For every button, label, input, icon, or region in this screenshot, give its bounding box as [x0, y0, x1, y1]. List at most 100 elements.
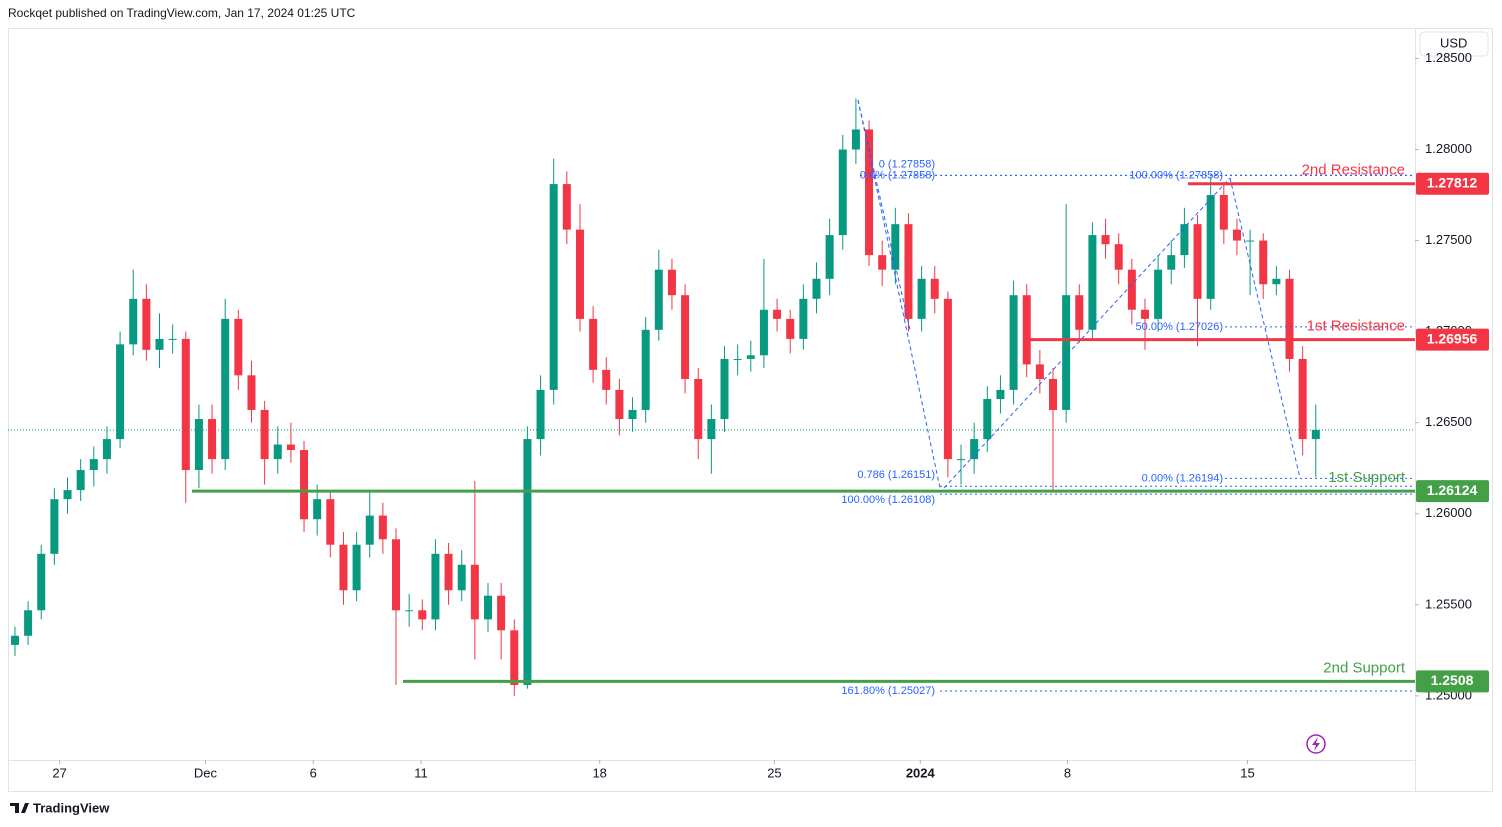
candle-body	[1154, 269, 1163, 319]
logo	[10, 803, 29, 813]
candle-body	[50, 499, 59, 554]
candle-body	[431, 553, 440, 620]
candle-body	[1232, 229, 1241, 241]
candle-body	[129, 298, 138, 345]
footer: TradingView	[33, 800, 110, 815]
currency-box[interactable]	[1419, 31, 1489, 57]
fib-swing	[943, 177, 1231, 489]
candle-body	[759, 309, 768, 356]
candle-body	[1088, 235, 1097, 330]
y-tick-label: 1.27500	[1425, 232, 1472, 247]
candle-body	[392, 539, 401, 611]
candle-body	[208, 419, 217, 460]
candle-body	[562, 184, 571, 230]
candle-body	[773, 309, 782, 319]
candle-body	[602, 369, 611, 390]
candle-body	[1101, 235, 1110, 245]
candle-body	[326, 499, 335, 545]
fib-label: 0.0% (1.27858)	[860, 169, 935, 181]
candle-body	[1193, 224, 1202, 299]
candle-body	[510, 630, 519, 685]
candle-body	[1272, 278, 1281, 285]
candle-body	[786, 318, 795, 339]
candle-body	[168, 338, 177, 340]
frame	[8, 28, 1493, 792]
candle-body	[904, 224, 913, 319]
candle-body	[1285, 278, 1294, 359]
level-name: 1st Support	[1328, 469, 1406, 486]
fib-label: 100.00% (1.27858)	[1129, 169, 1223, 181]
candle-body	[155, 338, 164, 350]
candle-body	[865, 129, 874, 256]
level-price: 1.26124	[1427, 482, 1478, 498]
candle-body	[457, 564, 466, 591]
candle-body	[1009, 295, 1018, 390]
x-tick-label: 27	[52, 765, 66, 780]
candle-body	[63, 490, 72, 500]
candle-body	[523, 439, 532, 685]
candle-body	[365, 515, 374, 545]
level-price: 1.26956	[1427, 330, 1478, 346]
candle-body	[838, 149, 847, 236]
x-tick-label: 6	[310, 765, 317, 780]
x-tick-label: 18	[592, 765, 606, 780]
candle-body	[221, 318, 230, 460]
candle-body	[1049, 378, 1058, 410]
candle-body	[1075, 295, 1084, 330]
candle-body	[89, 459, 98, 471]
candle-body	[470, 564, 479, 620]
candle-body	[536, 389, 545, 440]
candle-body	[1259, 240, 1268, 285]
x-tick-label: 25	[767, 765, 781, 780]
candle-body	[378, 515, 387, 540]
level-price-box	[1416, 328, 1489, 351]
y-tick-label: 1.26000	[1425, 505, 1472, 520]
x-tick-label: Dec	[194, 765, 218, 780]
level-price: 1.2508	[1431, 672, 1474, 688]
candle-body	[405, 610, 414, 612]
candle-body	[943, 298, 952, 460]
candle-body	[641, 329, 650, 410]
candle-body	[812, 278, 821, 299]
candle-body	[37, 553, 46, 611]
candle-body	[1167, 255, 1176, 270]
candle-body	[1022, 295, 1031, 365]
candle-body	[615, 389, 624, 420]
candle-body	[1246, 240, 1255, 242]
level-name: 2nd Support	[1323, 659, 1406, 676]
candle-body	[1311, 429, 1320, 440]
candle-body	[1127, 269, 1136, 310]
candle-body	[891, 224, 900, 270]
candle-body	[733, 358, 742, 360]
candle-body	[24, 610, 33, 636]
x-tick-label: 15	[1240, 765, 1254, 780]
header: Rockqet published on TradingView.com, Ja…	[8, 6, 356, 20]
candle-body	[497, 595, 506, 631]
y-tick-label: 1.25500	[1425, 596, 1472, 611]
candle-body	[273, 444, 282, 460]
fib-swing	[857, 99, 941, 489]
level-price-box	[1416, 172, 1489, 195]
candle-body	[549, 184, 558, 390]
currency: USD	[1440, 35, 1467, 50]
candle-body	[1219, 195, 1228, 230]
alert-icon[interactable]	[1306, 734, 1326, 754]
candle-body	[247, 375, 256, 410]
candle-body	[917, 278, 926, 319]
fib-label: 100.00% (1.26108)	[841, 494, 935, 506]
fib-label: 0 (1.27858)	[879, 158, 935, 170]
candle-body	[483, 595, 492, 620]
candle-body	[996, 389, 1005, 400]
fib-swings	[857, 99, 1301, 489]
y-tick-label: 1.26500	[1425, 414, 1472, 429]
candle-body	[681, 295, 690, 379]
candle-body	[1035, 364, 1044, 379]
x-tick-label: 2024	[906, 765, 936, 780]
candle-body	[1206, 195, 1215, 299]
candle-body	[1298, 358, 1307, 440]
candle-body	[181, 338, 190, 471]
candle-body	[313, 499, 322, 520]
candle-body	[234, 318, 243, 376]
x-tick-label: 11	[414, 765, 428, 780]
